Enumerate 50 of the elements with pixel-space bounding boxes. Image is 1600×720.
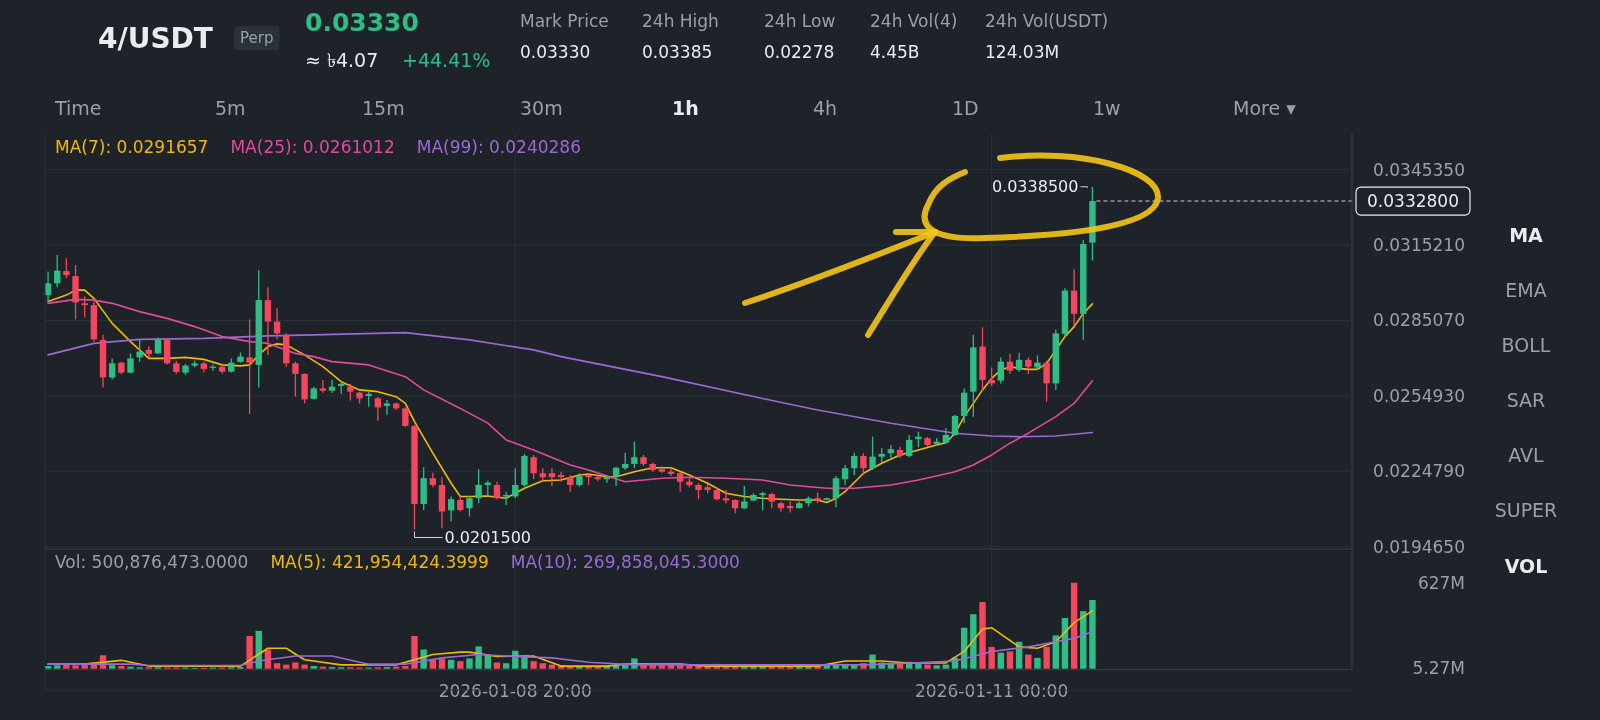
y-tick-label: 5.27M: [1412, 657, 1465, 678]
text: MA(99): 0.0240286: [416, 137, 581, 157]
text: 124.03M: [985, 42, 1060, 62]
text: 24h Vol(USDT): [985, 11, 1109, 31]
text: AVL: [1508, 444, 1545, 466]
text: More ▾: [1233, 97, 1297, 119]
text: 5m: [215, 97, 246, 119]
text: 1w: [1093, 97, 1121, 119]
y-tick-label: 0.0254930: [1373, 385, 1465, 406]
text: MA(5): 421,954,424.3999: [270, 552, 489, 572]
text: BOLL: [1501, 334, 1551, 356]
y-tick-label: 0.0315210: [1373, 235, 1465, 256]
text: 30m: [520, 97, 563, 119]
y-tick-label: 0.0345350: [1373, 159, 1465, 180]
annotation: Vol: 500,876,473.0000: [55, 552, 249, 572]
text: SAR: [1506, 389, 1546, 411]
text: MA(7): 0.0291657: [55, 137, 209, 157]
text: Time: [54, 97, 102, 119]
text: Perp: [240, 29, 274, 47]
text: 0.03330: [520, 42, 591, 62]
text: 24h Low: [764, 11, 836, 31]
ref-line-label: 0.0332800: [1367, 191, 1459, 212]
text: 0.03385: [642, 42, 713, 62]
text: 1D: [952, 97, 979, 119]
text: +44.41%: [402, 49, 491, 71]
annotation: 0.0338500: [991, 177, 1079, 197]
text: ≈ ৳4.07: [305, 49, 379, 71]
text: 0.02278: [764, 42, 835, 62]
text: SUPER: [1494, 499, 1558, 521]
x-tick-label: 2026-01-11 00:00: [915, 680, 1069, 701]
annotation: 0.0201500: [444, 527, 532, 547]
y-tick-label: 0.0285070: [1373, 310, 1465, 331]
text: 4.45B: [870, 42, 920, 62]
text: MA: [1509, 224, 1544, 246]
y-tick-label: 0.0194650: [1373, 536, 1465, 557]
text: 4h: [813, 97, 838, 119]
text: 24h Vol(4): [870, 11, 958, 31]
text: 4/USDT: [98, 21, 213, 55]
text: 0.03330: [305, 7, 419, 37]
text: 1h: [672, 97, 699, 119]
y-tick-label: 627M: [1417, 572, 1465, 593]
text: VOL: [1504, 555, 1548, 577]
text: MA(10): 269,858,045.3000: [510, 552, 740, 572]
text: MA(25): 0.0261012: [230, 137, 395, 157]
text: EMA: [1505, 279, 1547, 301]
y-tick-label: 0.0224790: [1373, 461, 1465, 482]
x-tick-label: 2026-01-08 20:00: [438, 680, 592, 701]
text: 24h High: [642, 11, 719, 31]
text: Mark Price: [520, 11, 609, 31]
text: 15m: [362, 97, 405, 119]
